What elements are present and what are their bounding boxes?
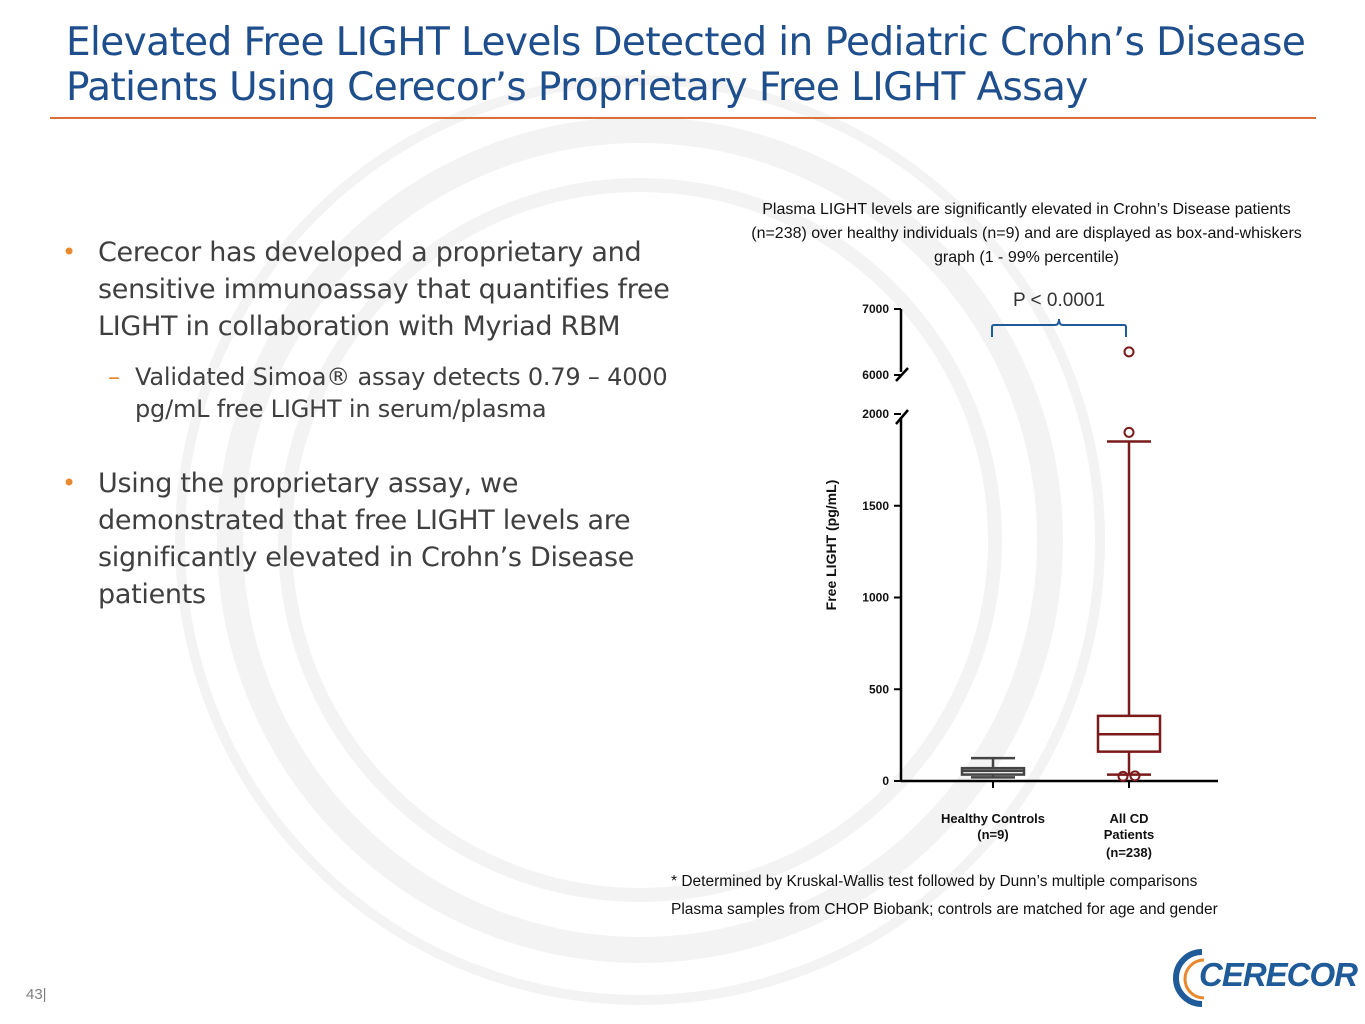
- bullet-item: • Using the proprietary assay, we demons…: [60, 465, 710, 613]
- sub-bullet-text: Validated Simoa® assay detects 0.79 – 40…: [135, 363, 668, 423]
- sub-bullet-item: – Validated Simoa® assay detects 0.79 – …: [60, 361, 710, 425]
- axis-break-mark: [895, 409, 909, 425]
- bullet-item: • Cerecor has developed a proprietary an…: [60, 234, 710, 345]
- x-tick-n-label: (n=238): [1106, 845, 1152, 860]
- logo-text: CERECOR: [1199, 956, 1358, 993]
- y-tick-label: 1500: [862, 499, 889, 513]
- y-tick-label: 6000: [862, 368, 889, 382]
- x-tick-label: Healthy Controls: [941, 811, 1045, 826]
- bullet-list: • Cerecor has developed a proprietary an…: [60, 234, 710, 613]
- dash-icon: –: [108, 363, 120, 391]
- bullet-text: Cerecor has developed a proprietary and …: [98, 237, 670, 342]
- footnote-statistics: * Determined by Kruskal-Wallis test foll…: [671, 873, 1198, 890]
- title-line-2: Patients Using Cerecor’s Proprietary Fre…: [66, 65, 1088, 110]
- outlier-point: [1117, 770, 1129, 782]
- y-tick-label: 500: [869, 682, 889, 696]
- x-tick-label: All CD: [1110, 811, 1149, 826]
- bullet-dot-icon: •: [62, 469, 76, 497]
- y-tick-label: 2000: [862, 407, 889, 421]
- significance-bracket: [991, 318, 1127, 337]
- p-value-label: P < 0.0001: [1013, 290, 1105, 311]
- x-tick-label: Patients: [1104, 827, 1155, 842]
- outlier-point: [1129, 770, 1141, 782]
- axis-break-mark: [895, 367, 909, 382]
- y-axis-label: Free LIGHT (pg/mL): [823, 480, 839, 611]
- cerecor-logo-icon: [1173, 949, 1205, 1007]
- footnote-samples: Plasma samples from CHOP Biobank; contro…: [671, 901, 1218, 918]
- page-number: 43|: [26, 986, 47, 1003]
- bullet-dot-icon: •: [62, 238, 76, 266]
- title-divider: [50, 117, 1316, 119]
- bullet-text: Using the proprietary assay, we demonstr…: [98, 468, 635, 610]
- slide-title: Elevated Free LIGHT Levels Detected in P…: [66, 20, 1326, 110]
- outlier-point: [1123, 346, 1135, 358]
- title-line-1: Elevated Free LIGHT Levels Detected in P…: [66, 20, 1306, 65]
- outlier-point: [1123, 426, 1135, 438]
- chart-caption: Plasma LIGHT levels are significantly el…: [751, 201, 1302, 266]
- x-tick-n-label: (n=9): [977, 827, 1008, 842]
- y-tick-label: 1000: [862, 591, 889, 605]
- y-tick-label: 7000: [862, 302, 889, 316]
- y-tick-label: 0: [882, 774, 889, 788]
